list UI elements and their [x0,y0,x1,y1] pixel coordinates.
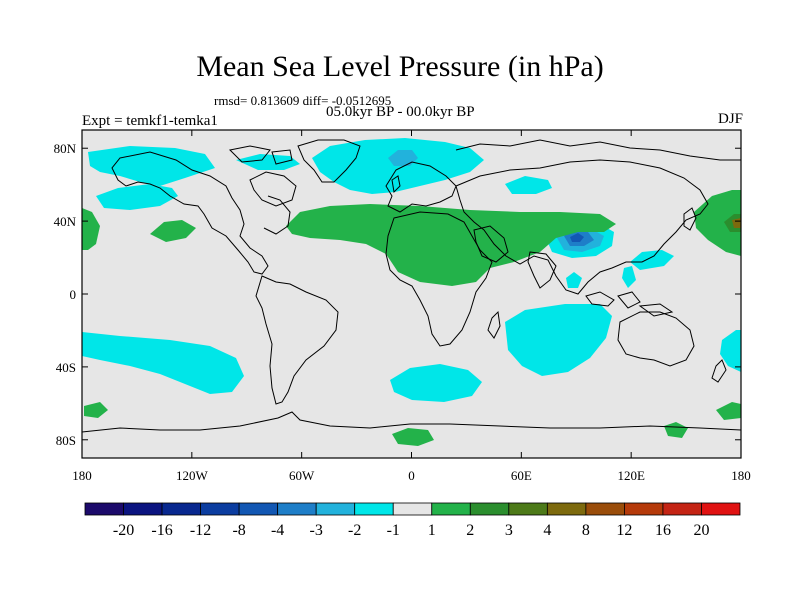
anomaly-region-nw-pacific-peak [732,218,741,228]
anomaly-region-tasman [720,330,741,372]
coastline-asia [455,159,709,295]
negative-anomaly-regions [82,138,741,402]
season-label: DJF [717,111,743,127]
lon-tick-label: 180 [72,468,92,483]
colorbar-label: 4 [543,522,551,539]
colorbar-label: 3 [505,522,513,539]
colorbar-label: -8 [232,522,245,539]
colorbar-label: -4 [271,522,284,539]
lon-tick-label: 180 [731,468,751,483]
experiment-label: Expt = temkf1-temka1 [82,113,218,129]
longitude-axis: 180 120W 60W 0 60E 120E 180 [72,130,751,483]
period-label: 05.0kyr BP - 00.0kyr BP [326,104,475,120]
colorbar-swatch [701,502,741,516]
anomaly-region-dateline [82,208,100,250]
colorbar: -20 -16 -12 -8 -4 -3 -2 -1 1 2 3 4 8 12 16 20 [84,502,741,539]
colorbar-label: -1 [387,522,400,539]
coastline-north-america [111,151,269,275]
colorbar-label: -3 [310,522,323,539]
lon-tick-label: 60W [289,468,315,483]
anomaly-region-antarctic-2 [664,422,688,438]
anomaly-region-s-indian [505,304,612,376]
coastline-hudson-bay [249,171,297,207]
colorbar-label: 16 [655,522,671,539]
lon-tick-label: 120E [617,468,645,483]
colorbar-swatch [161,502,201,516]
anomaly-region-philippines [622,266,636,288]
colorbar-swatch [624,502,664,516]
coastline-madagascar [487,310,501,339]
colorbar-swatch [508,502,548,516]
anomaly-region-bay-of-bengal [566,272,582,288]
colorbar-swatch [277,502,317,516]
map-title: Mean Sea Level Pressure (in hPa) [196,50,604,83]
anomaly-region-s-atlantic [390,364,482,402]
anomaly-region-southern-ocean-1 [84,402,108,418]
colorbar-swatch [585,502,625,516]
colorbar-swatch [469,502,510,516]
anomaly-region-n-pacific [88,146,215,186]
coastline-antarctica [82,411,741,433]
coastline-india [527,251,557,289]
colorbar-swatch [238,502,279,516]
colorbar-swatch [84,502,124,516]
colorbar-label: 20 [693,522,709,539]
statistics-text: rmsd= 0.813609 diff= -0.0512695 [214,93,392,108]
coastline-japan [683,207,697,231]
colorbar-label: 12 [616,522,632,539]
coastlines [82,139,741,433]
colorbar-swatch [431,502,471,516]
anomaly-region-n-america [150,220,196,242]
coastline-europe [385,161,457,213]
colorbar-swatch [546,502,587,516]
colorbar-swatch [392,502,433,516]
positive-anomaly-regions [82,190,741,446]
lon-tick-label: 0 [408,468,415,483]
coastline-indonesia [585,291,674,317]
anomaly-region-antarctic [392,428,434,446]
coastline-new-zealand [711,359,727,383]
anomaly-region-greenland-strip [236,154,300,170]
lat-tick-label: 80N [54,141,77,156]
colorbar-swatch [200,502,240,516]
colorbar-swatch [315,502,356,516]
coastline-siberia [455,139,741,161]
lat-tick-label: 0 [70,287,77,302]
anomaly-region-siberia [505,176,552,194]
coastline-uk [391,175,401,194]
latitude-axis: 80N 40N 0 40S 80S [54,141,741,448]
anomaly-region-n-pacific-west [630,250,674,270]
colorbar-swatch [354,502,394,516]
colorbar-swatch [123,502,163,516]
colorbar-label: -16 [151,522,172,539]
colorbar-label: -12 [190,522,211,539]
colorbar-label: -2 [348,522,361,539]
anomaly-region-aleutian [96,184,178,210]
colorbar-label: 2 [466,522,474,539]
coastline-greenland [297,139,361,183]
lon-tick-label: 120W [176,468,209,483]
anomaly-region-n-africa [286,204,616,286]
colorbar-label: 8 [582,522,590,539]
coastline-arctic-islands [228,145,293,165]
lon-tick-label: 60E [511,468,532,483]
lat-tick-label: 80S [56,433,76,448]
lat-tick-label: 40N [54,214,77,229]
coastline-australia [617,311,695,367]
colorbar-swatch [662,502,702,516]
anomaly-core-tibet-3 [570,233,584,242]
colorbar-label: -20 [113,522,134,539]
lat-tick-label: 40S [56,360,76,375]
anomaly-region-s-pacific [82,332,244,394]
coastline-arabia [473,225,509,263]
anomaly-region-southern-ocean-2 [716,402,741,420]
coastline-east-us [263,195,291,235]
coastline-south-america [255,275,339,405]
colorbar-label: 1 [428,522,436,539]
coastline-africa [385,211,493,347]
anomaly-core-n-atlantic [388,150,418,166]
